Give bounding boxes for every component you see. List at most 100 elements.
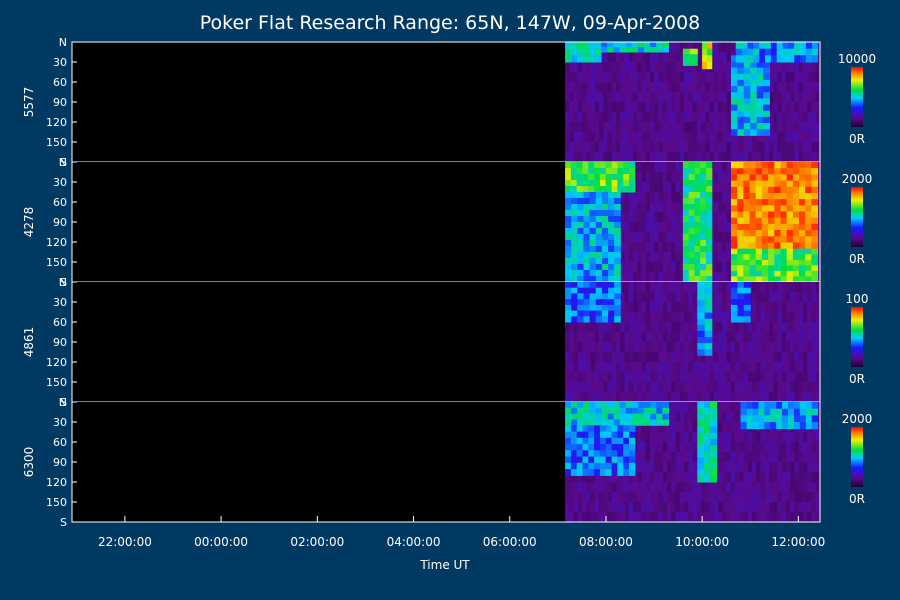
intensity-cell (641, 182, 647, 193)
intensity-event-cell (601, 310, 609, 317)
intensity-cell (594, 362, 600, 373)
intensity-cell (599, 492, 604, 503)
intensity-event-cell (737, 211, 744, 219)
intensity-cell (752, 312, 757, 323)
intensity-event-cell (583, 198, 591, 205)
intensity-event-cell (755, 223, 763, 231)
intensity-cell (760, 382, 766, 393)
intensity-event-cell (763, 79, 770, 87)
intensity-cell (582, 472, 587, 483)
intensity-event-cell (774, 199, 781, 206)
intensity-cell (709, 352, 715, 363)
intensity-event-cell (644, 402, 651, 409)
intensity-cell (679, 402, 685, 413)
intensity-cell (713, 372, 719, 383)
intensity-event-cell (594, 180, 601, 187)
intensity-event-cell (571, 316, 578, 323)
intensity-event-cell (571, 304, 578, 312)
intensity-cell (662, 272, 668, 283)
intensity-event-cell (780, 236, 788, 243)
intensity-event-cell (611, 450, 618, 458)
intensity-cell (684, 62, 689, 73)
intensity-event-cell (786, 217, 794, 225)
intensity-cell (637, 342, 643, 353)
intensity-event-cell (625, 413, 633, 420)
intensity-event-cell (774, 259, 781, 266)
intensity-cell (603, 482, 609, 493)
intensity-cell (577, 62, 583, 73)
intensity-event-cell (786, 230, 794, 237)
intensity-cell (637, 512, 643, 523)
intensity-event-cell (697, 402, 705, 409)
intensity-cell (790, 62, 796, 73)
intensity-cell (641, 292, 647, 303)
intensity-event-cell (761, 205, 769, 212)
intensity-cell (577, 472, 583, 483)
intensity-event-cell (704, 349, 713, 356)
intensity-cell (620, 482, 626, 493)
intensity-cell (616, 502, 621, 513)
intensity-cell (645, 122, 651, 133)
intensity-event-cell (589, 293, 597, 300)
intensity-event-cell (786, 242, 794, 250)
intensity-cell (628, 342, 634, 353)
intensity-event-cell (731, 180, 738, 188)
intensity-event-cell (608, 304, 615, 312)
intensity-cell (624, 272, 630, 283)
intensity-event-cell (625, 47, 633, 53)
intensity-cell (633, 352, 638, 363)
intensity-event-cell (786, 162, 794, 169)
intensity-cell (645, 172, 651, 183)
intensity-event-cell (750, 86, 758, 93)
intensity-cell (735, 382, 740, 393)
intensity-cell (637, 322, 643, 333)
intensity-cell (590, 152, 596, 163)
intensity-cell (747, 382, 753, 393)
intensity-cell (692, 282, 698, 293)
intensity-cell (628, 352, 634, 363)
intensity-cell (688, 442, 694, 453)
intensity-event-cell (761, 186, 769, 194)
intensity-cell (667, 442, 672, 453)
intensity-cell (637, 62, 643, 73)
intensity-cell (675, 282, 681, 293)
intensity-cell (667, 332, 672, 343)
intensity-cell (633, 332, 638, 343)
intensity-cell (769, 392, 774, 403)
intensity-event-cell (694, 276, 701, 283)
intensity-event-cell (780, 211, 788, 219)
intensity-cell (599, 372, 604, 383)
intensity-cell (688, 492, 694, 503)
intensity-cell (594, 342, 600, 353)
intensity-cell (611, 102, 617, 113)
intensity-event-cell (576, 462, 583, 470)
intensity-cell (769, 282, 774, 293)
intensity-event-cell (638, 407, 645, 415)
intensity-cell (641, 462, 647, 473)
intensity-cell (726, 282, 732, 293)
intensity-cell (773, 472, 779, 483)
intensity-cell (811, 462, 817, 473)
intensity-cell (603, 92, 609, 103)
intensity-event-cell (703, 463, 711, 471)
intensity-cell (769, 62, 774, 73)
intensity-cell (713, 82, 719, 93)
intensity-event-cell (792, 174, 800, 182)
intensity-cell (709, 132, 715, 143)
intensity-event-cell (601, 402, 609, 409)
intensity-cell (773, 302, 779, 313)
intensity-cell (573, 342, 579, 353)
intensity-cell (679, 482, 685, 493)
intensity-event-cell (811, 180, 819, 188)
intensity-cell (760, 322, 766, 333)
intensity-cell (752, 352, 757, 363)
intensity-cell (684, 462, 689, 473)
intensity-event-cell (589, 252, 597, 259)
intensity-event-cell (607, 42, 614, 48)
intensity-event-cell (577, 210, 584, 217)
intensity-event-cell (623, 174, 630, 181)
intensity-cell (662, 332, 668, 343)
intensity-cell (637, 332, 643, 343)
intensity-event-cell (770, 55, 778, 63)
intensity-cell (650, 372, 655, 383)
